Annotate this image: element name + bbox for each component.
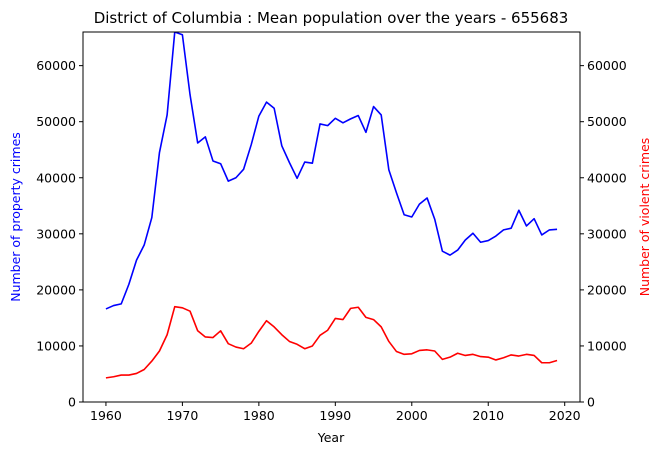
- x-axis: 1960 1970 1980 1990 2000 2010 2020: [90, 402, 581, 423]
- x-axis-label: Year: [317, 430, 345, 445]
- y-right-tick-label: 40000: [587, 170, 627, 185]
- plot-area: [105, 32, 558, 379]
- y-right-tick-label: 50000: [587, 114, 627, 129]
- plot-frame: [82, 31, 581, 403]
- y-left-tick-label: 0: [68, 395, 76, 410]
- y-left-tick-label: 40000: [36, 170, 76, 185]
- x-tick-label: 2020: [549, 408, 581, 423]
- y-left-tick-label: 30000: [36, 226, 76, 241]
- y-right-tick-label: 30000: [587, 226, 627, 241]
- chart-title: District of Columbia : Mean population o…: [94, 9, 569, 27]
- y-right-tick-label: 20000: [587, 282, 627, 297]
- x-tick-label: 2000: [396, 408, 428, 423]
- y-right-tick-label: 10000: [587, 338, 627, 353]
- y-left-tick-label: 20000: [36, 282, 76, 297]
- property-crimes-line: [105, 32, 558, 310]
- x-tick-label: 1970: [166, 408, 198, 423]
- y-right-tick-label: 60000: [587, 58, 627, 73]
- x-tick-label: 1960: [90, 408, 122, 423]
- x-tick-label: 1980: [243, 408, 275, 423]
- series-layer: [105, 32, 558, 379]
- y-left-tick-label: 60000: [36, 58, 76, 73]
- y-axis-left: 0 10000 20000 30000 40000 50000 60000: [36, 58, 83, 410]
- y-left-tick-label: 10000: [36, 338, 76, 353]
- y-axis-right: 0 10000 20000 30000 40000 50000 60000: [580, 58, 627, 410]
- x-tick-label: 2010: [472, 408, 504, 423]
- y-left-tick-label: 50000: [36, 114, 76, 129]
- violent-crimes-line: [105, 305, 558, 379]
- y-axis-left-label: Number of property crimes: [8, 132, 23, 302]
- y-axis-right-label: Number of violent crimes: [637, 138, 652, 297]
- y-right-tick-label: 0: [587, 395, 595, 410]
- x-tick-label: 1990: [319, 408, 351, 423]
